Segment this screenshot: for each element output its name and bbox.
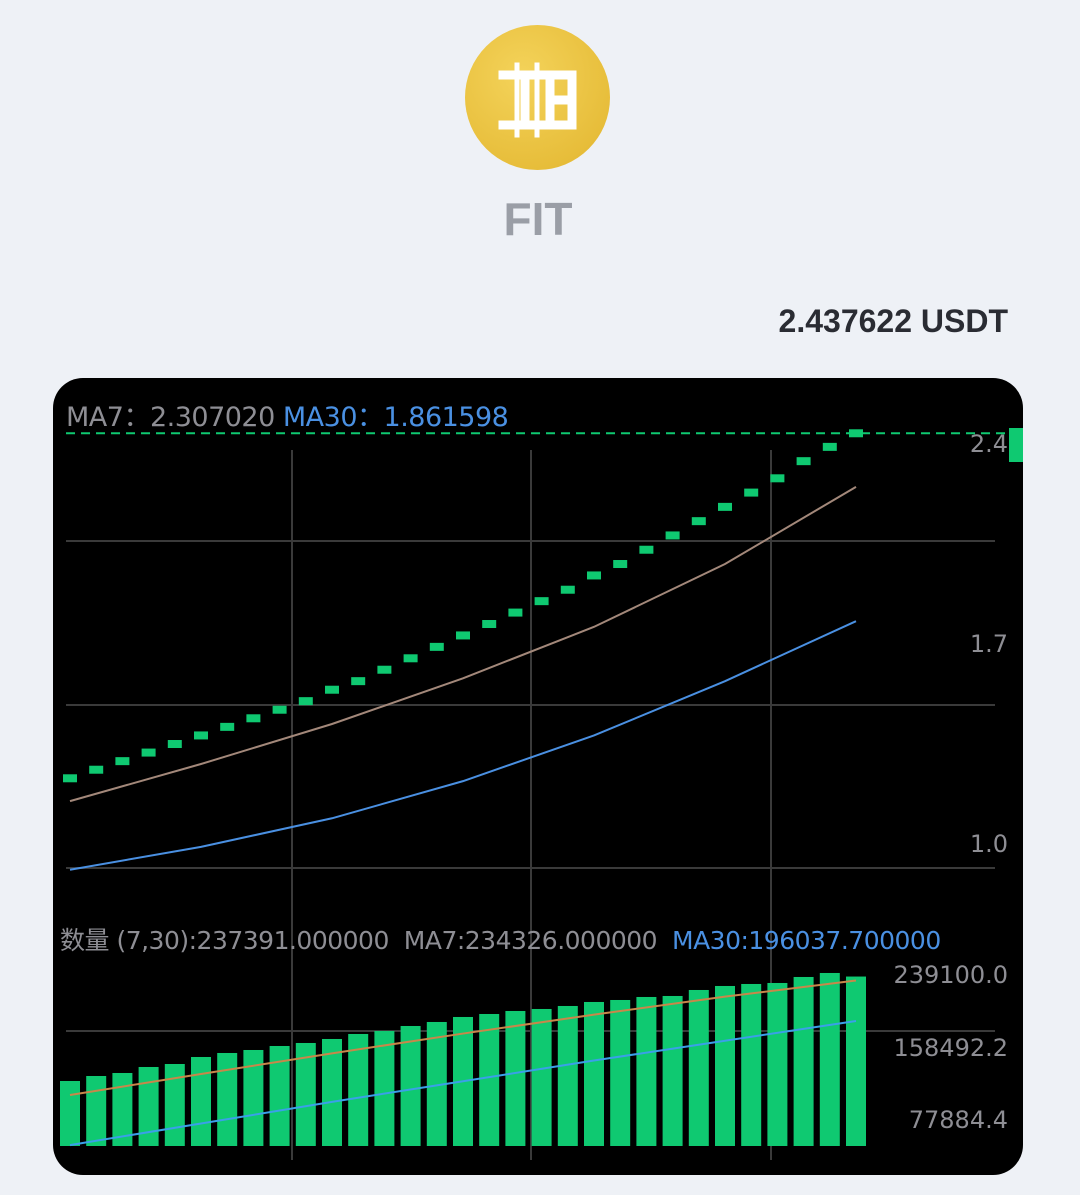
vol-tick-low: 77884.4 [908, 1106, 1008, 1134]
volume-bar [112, 1072, 133, 1146]
vol-tick-top: 239100.0 [893, 961, 1008, 989]
candle [115, 757, 130, 766]
volume-bar [846, 976, 866, 1146]
candle [560, 585, 575, 594]
candle [849, 429, 863, 438]
volume-value: 数量 (7,30):237391.000000 [60, 926, 389, 955]
candle [613, 560, 628, 569]
fit-coin-icon [498, 62, 577, 138]
volume-bar [819, 972, 840, 1146]
candle [246, 714, 261, 723]
candle [272, 705, 287, 714]
current-price: 2.437622 USDT [778, 303, 1008, 339]
y-tick-2.4: 2.4 [969, 430, 1008, 458]
ma7-line [69, 486, 857, 803]
coin-logo [465, 25, 610, 170]
candle [456, 631, 470, 640]
candle [665, 531, 680, 540]
candle [429, 642, 444, 651]
volume-bar [610, 999, 631, 1146]
candle [718, 502, 732, 511]
volume-bar [269, 1045, 290, 1146]
volume-bar [505, 1010, 526, 1146]
candle [220, 722, 235, 731]
price-legend: MA7：2.307020 MA30：1.861598 [66, 395, 509, 434]
volume-bar [348, 1033, 369, 1146]
ma7-label: MA7： [66, 402, 150, 433]
volume-bar [295, 1042, 316, 1146]
volume-bar [322, 1038, 342, 1146]
current-price-tag [1009, 428, 1023, 462]
volume-legend: 数量 (7,30):237391.000000 MA7:234326.00000… [60, 921, 941, 957]
candle [377, 665, 392, 674]
candle [770, 474, 785, 483]
volume-bar [662, 995, 683, 1146]
volume-bar [191, 1056, 211, 1146]
volume-bar [86, 1075, 107, 1146]
candle [482, 620, 497, 629]
candle [141, 748, 156, 757]
candle [351, 677, 366, 686]
volume-bar [531, 1008, 552, 1146]
vol-tick-mid: 158492.2 [893, 1034, 1008, 1062]
ma30-label: MA30： [282, 402, 384, 433]
volume-bar [741, 983, 762, 1146]
volume-ma7-line [69, 979, 857, 1096]
candle [167, 740, 182, 749]
volume-bar [479, 1013, 500, 1146]
volume-bar [426, 1021, 447, 1146]
candle [194, 731, 208, 740]
candle [325, 685, 339, 694]
candle [587, 571, 601, 580]
candle [639, 545, 654, 554]
volume-bar [688, 989, 709, 1146]
volume-ma30-line [69, 1019, 857, 1147]
candle [822, 442, 837, 451]
volume-bar [793, 976, 814, 1146]
volume-ma7: MA7:234326.000000 [403, 926, 658, 955]
volume-bar [164, 1063, 185, 1146]
coin-symbol: FIT [503, 193, 573, 245]
volume-bar [636, 996, 657, 1146]
ma7-value: 2.307020 [149, 402, 275, 433]
candle [403, 654, 418, 663]
candle [298, 697, 313, 706]
y-tick-1.0: 1.0 [969, 830, 1008, 858]
volume-bar [60, 1080, 80, 1146]
candle [744, 488, 759, 497]
volume-ma30: MA30:196037.700000 [672, 926, 941, 955]
volume-bar [767, 982, 788, 1146]
candle [796, 457, 811, 466]
ma30-value: 1.861598 [383, 402, 509, 433]
volume-bar [217, 1052, 238, 1146]
volume-bar [715, 985, 735, 1146]
volume-bar [243, 1049, 264, 1146]
volume-bar [584, 1001, 604, 1146]
volume-bar [138, 1066, 159, 1146]
ma30-line [69, 620, 857, 871]
volume-bar [400, 1025, 421, 1146]
volume-bar [557, 1005, 578, 1146]
y-tick-1.7: 1.7 [969, 630, 1008, 658]
candle [508, 608, 523, 617]
candle [63, 774, 77, 783]
candle [691, 517, 706, 526]
volume-bar [374, 1030, 395, 1146]
candle [534, 597, 549, 606]
kline-chart-panel[interactable]: MA7：2.307020 MA30：1.861598 2.4 1.7 1.0 数… [53, 378, 1023, 1175]
candle [89, 765, 104, 774]
kline-chart[interactable] [53, 378, 1023, 1175]
